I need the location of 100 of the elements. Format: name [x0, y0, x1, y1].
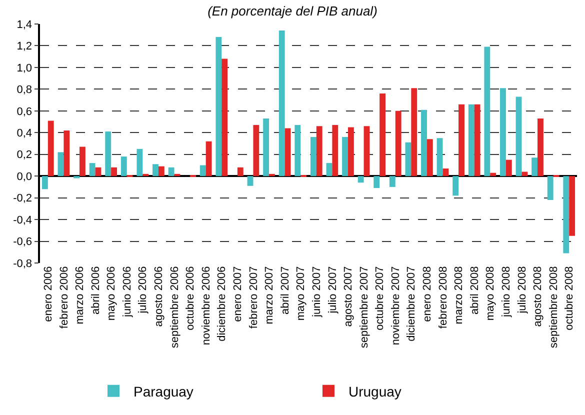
- bar: [348, 127, 354, 176]
- chart-subtitle: (En porcentaje del PIB anual): [208, 3, 378, 18]
- bar: [120, 156, 127, 176]
- bar: [326, 163, 332, 176]
- bar: [269, 174, 275, 176]
- x-tick-label: diciembre 2007: [406, 266, 418, 342]
- bar: [168, 167, 174, 176]
- bar: [58, 152, 64, 176]
- y-tick-label: -0,2: [13, 192, 32, 205]
- x-tick-label: enero 2008: [422, 266, 434, 322]
- bar: [411, 88, 418, 176]
- x-tick-label: mayo 2006: [106, 266, 118, 321]
- bar: [547, 176, 554, 200]
- bar: [426, 139, 433, 176]
- bar: [380, 94, 386, 176]
- x-tick-label: marzo 2006: [74, 266, 86, 324]
- bar: [442, 168, 449, 176]
- bar: [222, 58, 228, 176]
- bar: [395, 110, 402, 176]
- x-tick-label: septiembre 2008: [548, 266, 560, 348]
- bar: [458, 104, 464, 176]
- bar: [468, 104, 474, 176]
- bar: [516, 96, 522, 176]
- bar: [374, 176, 380, 188]
- bar: [158, 166, 164, 176]
- x-tick-label: mayo 2007: [295, 266, 308, 321]
- bar: [142, 174, 149, 176]
- bar: [490, 172, 496, 176]
- x-tick-label: abril 2007: [279, 266, 292, 315]
- bar: [237, 167, 244, 176]
- bar: [405, 142, 412, 176]
- bar: [506, 160, 512, 176]
- y-tick-label: 0,6: [16, 106, 32, 118]
- bar: [421, 110, 427, 176]
- bar: [111, 167, 117, 176]
- bar: [452, 176, 459, 196]
- x-tick-label: abril 2006: [90, 266, 102, 315]
- x-tick-label: junio 2006: [121, 266, 134, 318]
- bar: [310, 136, 316, 176]
- legend-label: Uruguay: [348, 383, 402, 400]
- x-tick-label: junio 2007: [310, 266, 323, 318]
- y-tick-label: 0,4: [16, 127, 32, 140]
- bar: [263, 118, 270, 176]
- y-tick-label: -0,8: [13, 258, 32, 270]
- bar: [284, 128, 291, 176]
- x-tick-label: julio 2006: [137, 266, 150, 314]
- bar: [538, 118, 544, 176]
- x-tick-label: septiembre 2007: [358, 266, 370, 348]
- y-tick-label: 0,2: [16, 149, 32, 162]
- x-tick-label: octubre 2007: [374, 266, 386, 330]
- y-tick-label: 1,4: [16, 18, 32, 31]
- bar: [105, 132, 112, 176]
- x-tick-label: enero 2007: [232, 266, 244, 322]
- bar: [278, 30, 285, 176]
- bar: [332, 125, 338, 176]
- bar: [474, 104, 480, 176]
- bar: [206, 141, 212, 176]
- bar: [136, 148, 143, 176]
- bar: [152, 164, 158, 176]
- bar: [364, 126, 370, 176]
- bar: [247, 176, 254, 186]
- x-tick-label: julio 2008: [516, 266, 528, 314]
- bar: [89, 163, 96, 176]
- y-tick-label: 1,0: [16, 62, 32, 74]
- x-tick-label: mayo 2008: [484, 266, 497, 321]
- bar: [522, 172, 528, 176]
- bar: [95, 167, 102, 176]
- y-tick-label: 1,2: [16, 40, 32, 53]
- y-tick-label: 0,0: [16, 170, 32, 183]
- x-tick-label: marzo 2007: [264, 266, 276, 324]
- bar: [563, 176, 570, 254]
- x-tick-label: febrero 2008: [437, 266, 450, 329]
- bar: [294, 125, 301, 176]
- bar: [484, 46, 490, 176]
- bar: [500, 88, 506, 176]
- bar: [316, 126, 322, 176]
- bar: [42, 176, 48, 190]
- x-tick-label: febrero 2006: [58, 266, 70, 329]
- x-tick-label: marzo 2008: [453, 266, 466, 324]
- x-tick-label: junio 2008: [500, 266, 513, 318]
- x-tick-label: noviembre 2007: [390, 266, 402, 346]
- x-tick-label: diciembre 2006: [216, 266, 228, 342]
- x-tick-label: abril 2008: [468, 266, 481, 315]
- bar: [569, 176, 576, 236]
- bar: [64, 130, 70, 176]
- bar: [389, 176, 396, 187]
- bar: [79, 146, 86, 176]
- legend-label: Paraguay: [134, 383, 194, 400]
- x-tick-label: octubre 2006: [184, 266, 197, 330]
- bar: [436, 138, 443, 176]
- bar: [200, 165, 206, 176]
- x-tick-label: septiembre 2006: [168, 266, 181, 348]
- x-tick-label: noviembre 2006: [200, 266, 212, 346]
- bar: [342, 136, 348, 176]
- x-tick-label: agosto 2008: [532, 266, 544, 327]
- bar: [358, 176, 364, 183]
- x-tick-label: febrero 2007: [248, 266, 260, 329]
- x-tick-label: octubre 2008: [564, 266, 576, 330]
- bar: [216, 37, 222, 176]
- x-tick-label: julio 2007: [326, 266, 339, 314]
